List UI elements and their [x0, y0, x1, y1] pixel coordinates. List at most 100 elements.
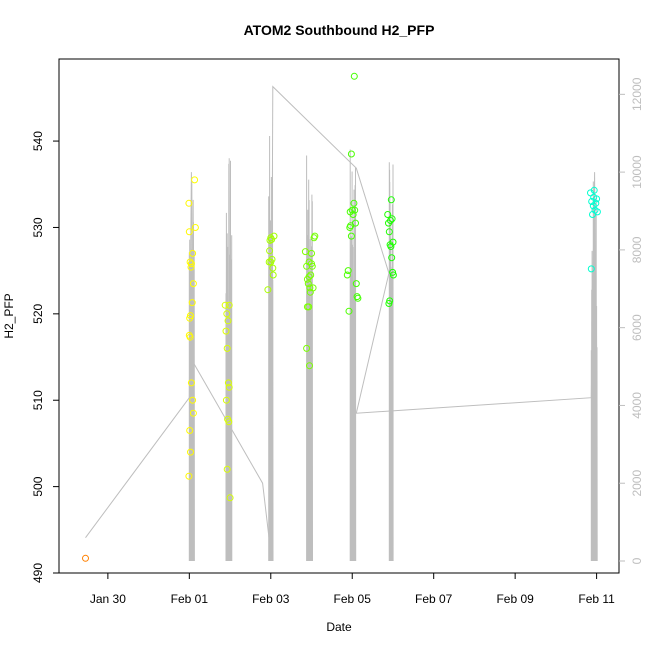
y-left-tick-label: 530 [31, 217, 45, 237]
y-axis-right: 0 2000 4000 6000 8000 10000 12000 [619, 77, 644, 564]
data-point [587, 265, 595, 273]
y-right-tick-label: 8000 [630, 236, 644, 263]
y-right-tick-label: 6000 [630, 314, 644, 341]
data-point [264, 286, 272, 294]
data-point [343, 271, 351, 279]
y-left-tick-label: 500 [31, 476, 45, 496]
data-point [387, 243, 395, 250]
x-tick-label: Feb 05 [334, 592, 372, 606]
data-point [350, 72, 358, 80]
right-axis-trace [85, 85, 598, 562]
data-point [303, 344, 311, 352]
y-axis-left: 490 500 510 520 530 540 [31, 131, 59, 583]
data-point [388, 215, 396, 223]
data-point [188, 299, 196, 307]
trace-spike [388, 162, 394, 562]
data-point [189, 249, 197, 257]
data-point [189, 280, 197, 288]
data-point [222, 327, 230, 335]
data-point [305, 303, 313, 311]
y-right-tick-label: 12000 [630, 77, 644, 111]
data-point [352, 280, 360, 288]
x-tick-label: Jan 30 [90, 592, 126, 606]
data-point [387, 196, 395, 204]
data-point [347, 150, 355, 158]
data-point [306, 288, 314, 296]
trace-spike [306, 155, 313, 562]
plot-frame [58, 58, 620, 574]
data-point [308, 249, 315, 257]
data-point [301, 248, 309, 256]
y-right-tick-label: 10000 [630, 155, 644, 189]
data-point [266, 247, 274, 255]
data-point [189, 409, 197, 417]
data-point [350, 199, 358, 207]
data-point [269, 271, 277, 279]
y-right-tick-label: 0 [630, 557, 644, 564]
data-point [221, 301, 229, 309]
data-point [304, 280, 312, 288]
data-point [348, 206, 356, 214]
data-point [187, 260, 195, 268]
data-point [387, 217, 394, 224]
data-point [305, 273, 313, 281]
data-point [389, 238, 397, 246]
data-points [82, 72, 601, 562]
y-left-tick-label: 520 [31, 303, 45, 323]
data-point [345, 307, 353, 315]
x-axis-label: Date [326, 620, 352, 634]
data-point [225, 383, 233, 391]
y-left-tick-label: 540 [31, 131, 45, 151]
x-tick-label: Feb 11 [578, 592, 615, 606]
data-point [593, 208, 601, 216]
data-point [223, 465, 231, 473]
data-point [224, 317, 232, 325]
data-point [186, 258, 194, 266]
data-point [388, 254, 396, 262]
x-tick-label: Feb 03 [252, 592, 290, 606]
y-left-tick-label: 490 [31, 563, 45, 583]
data-point [311, 232, 319, 240]
data-point [384, 211, 392, 218]
data-point [185, 228, 193, 236]
data-point [351, 206, 359, 214]
data-point [346, 208, 354, 216]
data-point [187, 379, 195, 387]
trace-connector [85, 85, 597, 554]
y-right-tick-label: 2000 [630, 470, 644, 497]
data-point [386, 297, 394, 305]
data-point [186, 333, 194, 341]
data-point [82, 554, 89, 562]
data-point [185, 199, 193, 207]
data-point [592, 199, 600, 207]
data-point [187, 263, 195, 271]
data-point [307, 271, 315, 279]
data-point [347, 232, 355, 240]
y-axis-label: H2_PFP [2, 293, 16, 338]
data-point [187, 448, 194, 456]
data-point [185, 472, 193, 480]
data-point [186, 314, 194, 322]
data-point [590, 186, 598, 194]
x-tick-label: Feb 09 [496, 592, 534, 606]
trace-spike [349, 149, 357, 562]
data-point [224, 379, 232, 387]
data-point [223, 344, 231, 352]
y-left-tick-label: 510 [31, 390, 45, 410]
data-point [186, 427, 194, 434]
data-point [270, 232, 278, 240]
data-point [191, 224, 199, 231]
data-point [306, 284, 314, 292]
data-point [306, 362, 313, 370]
data-point [385, 228, 393, 236]
data-point [222, 396, 230, 404]
data-point [344, 267, 352, 275]
x-tick-label: Feb 07 [415, 592, 453, 606]
data-point [354, 294, 362, 302]
data-point [226, 494, 234, 502]
data-point [191, 176, 199, 184]
data-point [189, 396, 197, 404]
data-point [352, 219, 359, 227]
data-point [225, 418, 233, 426]
